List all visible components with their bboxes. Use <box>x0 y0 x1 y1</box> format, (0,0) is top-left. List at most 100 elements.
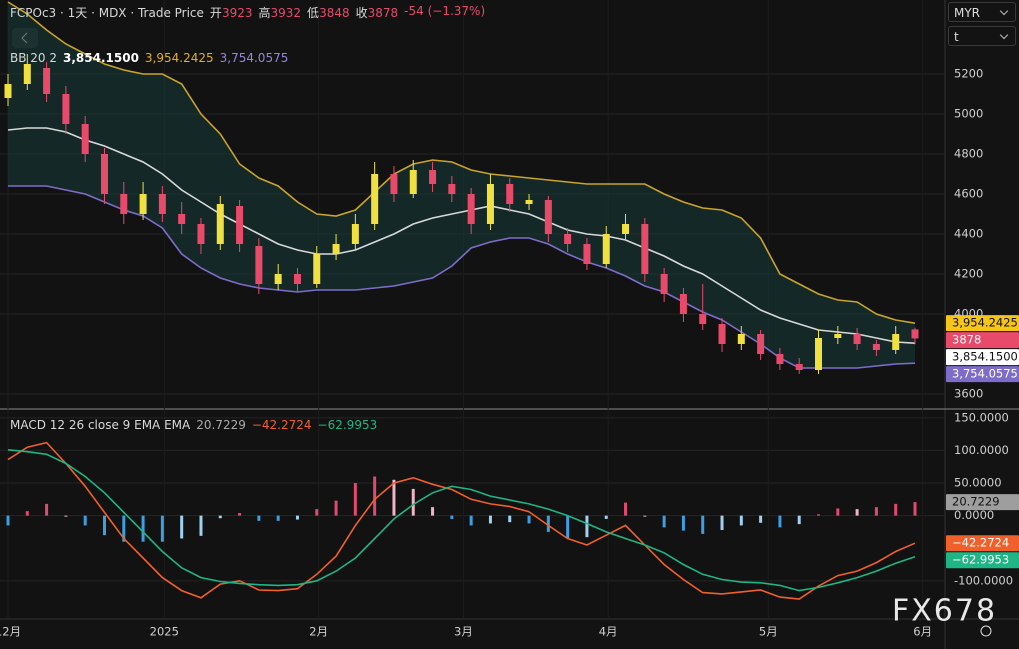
histogram-bar <box>238 513 242 516</box>
candle-body <box>853 334 861 344</box>
y-tick-label: 5000 <box>954 107 983 121</box>
price-tag-label: −42.2724 <box>952 536 1009 550</box>
candle-body <box>429 170 437 184</box>
ohlc-value: 3923 <box>221 6 253 20</box>
candle-body <box>641 224 649 274</box>
price-tag <box>946 332 1019 349</box>
y-tick-label: 50.0000 <box>954 476 1002 490</box>
candle-body <box>158 194 166 214</box>
histogram-bar <box>701 515 705 534</box>
histogram-bar <box>585 515 589 538</box>
price-tag <box>946 366 1019 383</box>
indicator-label: MACD 12 26 close 9 EMA EMA <box>10 418 191 432</box>
candle-body <box>120 194 128 214</box>
histogram-bar <box>199 515 203 536</box>
histogram-bar <box>276 515 280 521</box>
y-tick-label: 5200 <box>954 67 983 81</box>
unit-select[interactable]: t <box>948 26 1016 46</box>
histogram-bar <box>180 515 184 539</box>
histogram-bar <box>122 515 126 542</box>
candle-body <box>351 224 359 244</box>
histogram-bar <box>450 515 454 519</box>
histogram-bar <box>334 500 338 516</box>
legend-value: −42.2724 <box>251 418 312 432</box>
x-tick-label: 6月 <box>913 625 932 639</box>
band-line <box>7 1 916 324</box>
candle-body <box>699 314 707 324</box>
candle-body <box>100 154 108 194</box>
candle-body <box>4 84 12 98</box>
legend-value: 20.7229 <box>196 418 246 432</box>
histogram-bar <box>102 515 106 536</box>
header-row: FCPOc3 · 1天 · MDX · Trade Price 开3923 高3… <box>10 4 485 21</box>
candle-body <box>506 184 514 204</box>
histogram-bar <box>45 503 49 516</box>
ohlc-label: 开 <box>209 6 222 20</box>
ohlc-value: 3848 <box>319 6 350 20</box>
histogram-bar <box>913 502 917 516</box>
candle-body <box>274 274 282 284</box>
candle-body <box>62 94 70 124</box>
histogram-bar <box>488 515 492 524</box>
candle-body <box>23 64 31 84</box>
candle-body <box>313 254 321 284</box>
histogram-bar <box>6 515 10 526</box>
histogram-bar <box>411 488 415 516</box>
candle-body <box>216 204 224 244</box>
candle-body <box>43 68 51 94</box>
candle-body <box>486 184 494 224</box>
watermark-icon <box>980 625 992 637</box>
y-tick-label: 100.0000 <box>954 443 1009 457</box>
y-tick-label: 4400 <box>954 227 983 241</box>
watermark: FX678 <box>892 594 997 629</box>
ohlc-label: 收 <box>355 6 368 20</box>
candle-body <box>872 344 880 350</box>
histogram-bar <box>855 509 859 516</box>
currency-select[interactable]: MYR <box>948 2 1016 22</box>
x-tick-label: 4月 <box>599 625 618 639</box>
histogram-bar <box>604 515 608 519</box>
macd-legend: MACD 12 26 close 9 EMA EMA 20.7229 −42.2… <box>10 418 377 432</box>
histogram-bar <box>759 515 763 523</box>
candle-body <box>602 234 610 264</box>
histogram-bar <box>295 515 299 520</box>
candle-body <box>757 334 765 354</box>
price-tag <box>946 535 1019 552</box>
ohlc-value: 3932 <box>270 6 302 20</box>
candle-body <box>815 338 823 370</box>
histogram-bar <box>681 515 685 531</box>
legend-value: 3,854.1500 <box>63 51 139 65</box>
candle-body <box>467 194 475 224</box>
candle-body <box>718 324 726 344</box>
price-tag-label: 3878 <box>952 333 981 347</box>
histogram-bar <box>662 515 666 528</box>
candle-body <box>622 224 630 234</box>
x-tick-label: 12月 <box>0 625 21 639</box>
ohlc: 收3878 <box>356 4 399 21</box>
candle-body <box>564 234 572 244</box>
histogram-bar <box>141 515 145 542</box>
price-tag <box>946 552 1019 569</box>
candle-body <box>197 224 205 244</box>
candle-body <box>139 194 147 214</box>
price-tag-label: 3,754.0575 <box>952 367 1018 381</box>
candle-body <box>255 246 263 284</box>
candle-body <box>583 244 591 264</box>
candle-body <box>679 294 687 314</box>
histogram-bar <box>643 515 647 517</box>
histogram-bar <box>720 515 724 530</box>
ohlc-label: 低 <box>307 6 320 20</box>
histogram-bar <box>527 515 531 524</box>
candle-body <box>332 244 340 254</box>
y-tick-label: -100.0000 <box>954 573 1013 587</box>
histogram-bar <box>739 515 743 526</box>
histogram-bar <box>778 515 782 528</box>
histogram-bar <box>797 515 801 525</box>
legend-value: 3,754.0575 <box>219 51 289 65</box>
price-tag <box>946 349 1019 366</box>
x-tick-label: 3月 <box>454 625 473 639</box>
y-tick-label: 150.0000 <box>954 410 1009 424</box>
y-tick-label: 0.0000 <box>954 508 994 522</box>
